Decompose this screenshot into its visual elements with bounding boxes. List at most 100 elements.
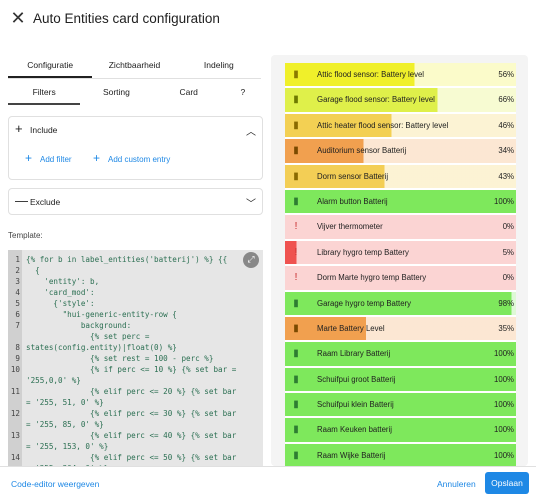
- entity-row[interactable]: ▮ Alarm button Batterij 100%: [285, 189, 516, 214]
- code-line: 4 'card_mod':: [8, 287, 263, 298]
- preview-panel: ▮ Attic flood sensor: Battery level 56% ▮ Ga…: [271, 55, 528, 466]
- battery-alert-icon: !: [294, 221, 298, 233]
- code-text: = '255, 51, 0' %}: [26, 398, 104, 407]
- code-text: {% if perc <= 10 %} {% set bar =: [26, 365, 237, 374]
- include-header[interactable]: + Include ︿: [9, 117, 262, 142]
- entity-row[interactable]: ▮ Auditorium sensor Batterij 34%: [285, 139, 516, 163]
- tab-configuratie[interactable]: Configuratie: [8, 53, 93, 78]
- code-text: "hui-generic-entity-row {: [26, 310, 177, 319]
- line-number: 11: [10, 387, 20, 396]
- entity-row[interactable]: ▮ Raam Keuken batterij 100%: [285, 418, 516, 442]
- template-code-editor[interactable]: 1 {% for b in label_entities('batterij') …: [8, 250, 263, 466]
- code-line: 6 "hui-generic-entity-row {: [8, 309, 263, 320]
- tab-sorting[interactable]: Sorting: [102, 87, 130, 97]
- line-number: 10: [10, 365, 20, 374]
- exclude-header[interactable]: — Exclude ﹀: [9, 189, 262, 214]
- save-button[interactable]: Opslaan: [485, 472, 529, 494]
- line-number: 13: [10, 431, 20, 440]
- close-icon[interactable]: ✕: [10, 8, 26, 28]
- entity-name: Library hygro temp Battery: [317, 247, 409, 257]
- entity-value: 46%: [498, 120, 514, 130]
- battery-full-icon: ▮: [293, 348, 299, 360]
- code-text: {% for b in label_entities('batterij') %…: [26, 255, 228, 264]
- line-number: 5: [15, 299, 20, 308]
- code-text: = '255, 153, 0' %}: [26, 442, 109, 451]
- code-text: '255,0,0' %}: [26, 376, 81, 385]
- dialog-title: Auto Entities card configuration: [33, 11, 220, 26]
- code-text: {% set perc =: [26, 332, 150, 341]
- code-line: = '255, 85, 0' %}: [8, 419, 263, 430]
- battery-alert-icon: !: [294, 272, 298, 284]
- dialog-header: ✕ Auto Entities card configuration: [0, 0, 536, 38]
- chevron-up-icon: ︿: [246, 127, 256, 138]
- code-text: {% elif perc <= 30 %} {% set bar: [26, 409, 237, 418]
- entity-name: Garage hygro temp Battery: [317, 298, 412, 308]
- line-number: 3: [15, 277, 20, 286]
- line-number: 4: [15, 288, 20, 297]
- battery-half-icon: ▮: [293, 69, 299, 80]
- code-line: 5 {'style':: [8, 298, 263, 309]
- entity-row[interactable]: ! Dorm Marte hygro temp Battery 0%: [285, 266, 516, 290]
- battery-full-icon: ▮: [293, 195, 299, 207]
- tab-help[interactable]: ?: [240, 87, 246, 97]
- add-custom-entry-button[interactable]: + Add custom entry: [93, 151, 170, 165]
- cancel-button[interactable]: Annuleren: [437, 479, 476, 489]
- entity-value: 100%: [494, 349, 514, 359]
- entity-row[interactable]: ▮ Marte Battery Level 35%: [285, 316, 516, 341]
- tab-indeling[interactable]: Indeling: [203, 60, 234, 70]
- entity-row[interactable]: ▮ Garage hygro temp Battery 98%: [285, 291, 516, 315]
- battery-half-icon: ▮: [293, 94, 299, 106]
- code-text: background:: [26, 321, 132, 330]
- code-text: {: [26, 266, 40, 275]
- code-line: 14 {% elif perc <= 50 %} {% set bar: [8, 452, 263, 463]
- template-label: Template:: [8, 231, 43, 240]
- minus-icon: —: [15, 193, 28, 208]
- entity-value: 100%: [494, 196, 514, 206]
- entity-row[interactable]: ▮ Schuifpui groot Batterij 100%: [285, 367, 516, 392]
- expand-icon[interactable]: ⤢: [243, 252, 259, 268]
- code-line: 11 {% elif perc <= 20 %} {% set bar: [8, 386, 263, 397]
- tab-filters[interactable]: Filters: [8, 80, 81, 105]
- tab-card[interactable]: Card: [179, 87, 198, 97]
- line-number: 9: [15, 354, 20, 363]
- add-filter-button[interactable]: + Add filter: [25, 151, 72, 165]
- code-line: 2 {: [8, 265, 263, 276]
- tab-zichtbaarheid[interactable]: Zichtbaarheid: [108, 60, 161, 70]
- entity-value: 0%: [502, 222, 514, 232]
- entity-row[interactable]: ! Vijver thermometer 0%: [285, 215, 516, 239]
- entity-row[interactable]: ▮ Attic heater flood sensor: Battery leve…: [285, 113, 516, 138]
- include-panel: + Include ︿ + Add filter + Add custom entr…: [8, 116, 263, 180]
- entity-row[interactable]: ▮ Attic flood sensor: Battery level 56%: [285, 63, 516, 87]
- battery-full-icon: ▮: [293, 297, 299, 309]
- code-line: 7 background:: [8, 320, 263, 331]
- entity-value: 100%: [494, 374, 514, 384]
- plus-icon: +: [15, 121, 23, 136]
- code-line: 1 {% for b in label_entities('batterij') …: [8, 254, 263, 265]
- plus-icon: +: [93, 151, 101, 165]
- code-text: 'card_mod':: [26, 288, 95, 297]
- entity-value: 5%: [502, 247, 514, 257]
- entity-value: 0%: [502, 273, 514, 283]
- entity-name: Schuifpui klein Batterij: [317, 400, 394, 410]
- entity-name: Alarm button Batterij: [317, 196, 388, 206]
- entity-name: Vijver thermometer: [317, 222, 383, 232]
- preview-card: ▮ Attic flood sensor: Battery level 56% ▮ Ga…: [285, 63, 516, 466]
- entity-row[interactable]: ▮ Raam Library Batterij 100%: [285, 342, 516, 366]
- include-label: Include: [30, 125, 58, 135]
- entity-row[interactable]: ▮ Dorm sensor Batterij 43%: [285, 164, 516, 188]
- entity-row[interactable]: ▮ Schuifpui klein Batterij 100%: [285, 393, 516, 417]
- entity-value: 66%: [498, 95, 514, 105]
- entity-row[interactable]: ▮ Raam Wijke Batterij 100%: [285, 443, 516, 466]
- entity-value: 35%: [498, 323, 514, 333]
- code-line: {% set perc =: [8, 331, 263, 342]
- entity-row[interactable]: ! Library hygro temp Battery 5%: [285, 240, 516, 265]
- code-text: states(config.entity)|float(0) %}: [26, 343, 177, 352]
- entity-name: Attic heater flood sensor: Battery level: [317, 120, 449, 130]
- entity-value: 100%: [494, 450, 514, 460]
- dialog-footer: Code-editor weergeven Annuleren Opslaan: [0, 466, 536, 500]
- battery-full-icon: ▮: [293, 373, 299, 385]
- code-text: {% elif perc <= 20 %} {% set bar: [26, 387, 237, 396]
- entity-row[interactable]: ▮ Garage flood sensor: Battery level 66%: [285, 88, 516, 112]
- code-editor-toggle[interactable]: Code-editor weergeven: [11, 479, 100, 489]
- sub-tabs: Filters Sorting Card ?: [8, 80, 261, 105]
